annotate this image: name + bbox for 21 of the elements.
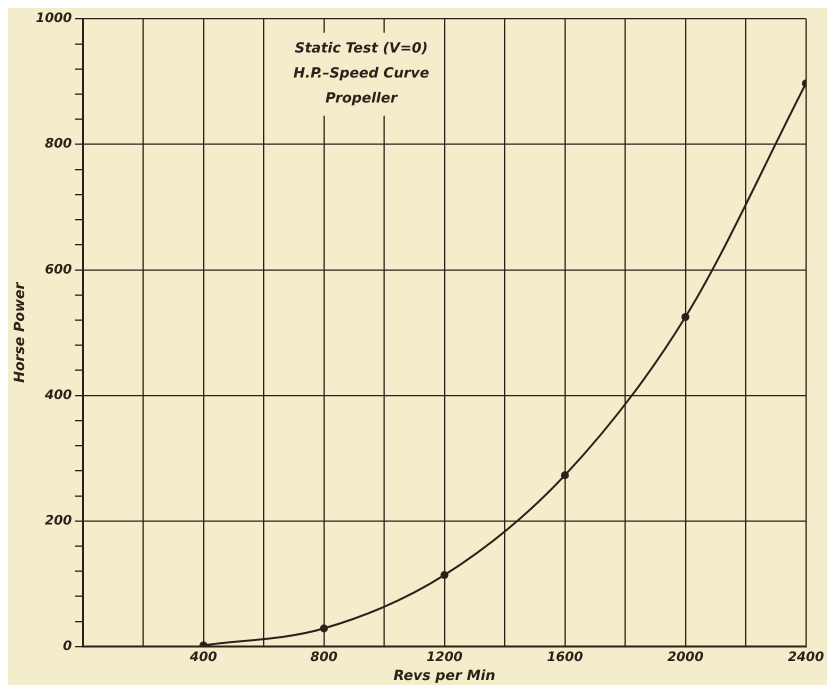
x-tick-label: 400: [188, 650, 218, 665]
point: [560, 471, 569, 480]
text: H.P.–Speed Curve: [293, 65, 430, 82]
x-tick-label: 1200: [426, 650, 463, 665]
text: Static Test (V=0): [294, 40, 428, 56]
y-tick-label: 1000: [36, 11, 72, 26]
x-tick-label: 1600: [546, 650, 584, 665]
x-tick-label: 800: [310, 650, 338, 665]
point: [440, 571, 448, 580]
x-tick-label: 2000: [667, 650, 704, 665]
annotation: Propeller: [325, 90, 398, 106]
y-tick-label: 200: [44, 513, 72, 528]
y-tick-label: 600: [44, 262, 72, 278]
y-tick-label: 400: [44, 388, 72, 403]
x-tick-label: 2400: [788, 650, 824, 665]
point: [320, 624, 328, 632]
x-axis-title: Revs per Min: [393, 668, 496, 684]
point: [681, 313, 690, 322]
y-axis-title: Horse Power: [12, 282, 28, 383]
y-tick-label: 800: [44, 136, 72, 152]
y-tick-label: 0: [62, 638, 72, 654]
